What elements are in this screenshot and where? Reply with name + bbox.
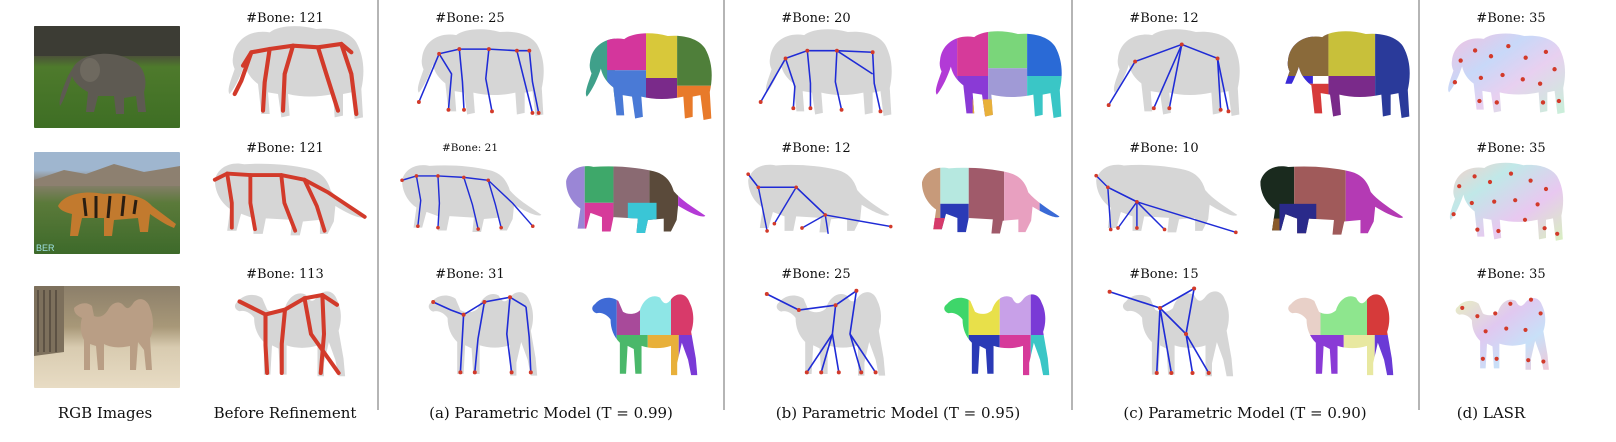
bone-count-label: #Bone: 35 bbox=[1476, 267, 1546, 282]
caption-parametric-c: (c) Parametric Model (T = 0.90) bbox=[1123, 404, 1367, 422]
tiger-lasr bbox=[1449, 162, 1564, 241]
bone-count-label: #Bone: 31 bbox=[435, 267, 505, 282]
bone-count-label: #Bone: 12 bbox=[781, 141, 851, 156]
caption-parametric-b: (b) Parametric Model (T = 0.95) bbox=[775, 404, 1021, 422]
camel-lasr bbox=[1455, 297, 1549, 370]
camel-segmentation-a bbox=[592, 294, 698, 376]
tiger-segmentation-c bbox=[1260, 166, 1404, 235]
tiger-skeleton-10 bbox=[1094, 164, 1238, 235]
caption-rgb-images: RGB Images bbox=[57, 404, 153, 422]
column-before-refinement: #Bone: 121 #Bone: 121 #Bone: 113 bbox=[200, 0, 375, 442]
tiger-skeleton-21 bbox=[400, 165, 542, 232]
bone-count-label: #Bone: 113 bbox=[246, 267, 324, 282]
column-rgb-images: BER RGB Images bbox=[0, 0, 210, 442]
tiger-skeleton-12 bbox=[746, 164, 893, 234]
camel-skeleton-31 bbox=[428, 292, 538, 376]
tiger-mesh-dense-skeleton bbox=[212, 163, 367, 236]
bone-count-label: #Bone: 25 bbox=[435, 11, 505, 26]
bone-count-label: #Bone: 35 bbox=[1476, 141, 1546, 156]
elephant-segmentation-b bbox=[935, 31, 1062, 118]
caption-before-refinement: Before Refinement bbox=[213, 404, 357, 422]
elephant-skeleton-12 bbox=[1106, 29, 1240, 117]
elephant-lasr bbox=[1448, 33, 1566, 114]
bone-count-label: #Bone: 121 bbox=[246, 11, 324, 26]
bone-count-label: #Bone: 35 bbox=[1476, 11, 1546, 26]
bone-count-label: #Bone: 12 bbox=[1129, 11, 1199, 26]
camel-segmentation-c bbox=[1288, 294, 1394, 376]
camel-skeleton-15 bbox=[1107, 286, 1234, 377]
tiger-segmentation-a bbox=[566, 166, 706, 233]
divider-4 bbox=[1418, 0, 1420, 410]
elephant-segmentation-c bbox=[1283, 31, 1410, 118]
column-group-a: #Bone: 25 #Bone: 21 bbox=[380, 0, 722, 442]
elephant-skeleton-20 bbox=[758, 29, 892, 117]
column-lasr: #Bone: 35 #Bone: 35 #Bone: 35 bbox=[1421, 0, 1616, 442]
tiger-segmentation-b bbox=[921, 167, 1060, 234]
bone-count-label: #Bone: 10 bbox=[1129, 141, 1199, 156]
elephant-mesh-dense-skeleton bbox=[228, 26, 364, 120]
bone-count-label: #Bone: 15 bbox=[1129, 267, 1199, 282]
camel-skeleton-25 bbox=[764, 288, 886, 376]
photo-watermark: BER bbox=[36, 243, 55, 253]
camel-mesh-dense-skeleton bbox=[234, 291, 346, 377]
column-group-b: #Bone: 20 #Bone: 12 bbox=[726, 0, 1070, 442]
elephant-photo bbox=[34, 26, 180, 128]
divider-3 bbox=[1071, 0, 1073, 410]
elephant-skeleton-25 bbox=[416, 29, 544, 117]
elephant-segmentation-a bbox=[585, 33, 712, 120]
caption-lasr: (d) LASR bbox=[1456, 404, 1526, 422]
bone-count-label: #Bone: 21 bbox=[441, 142, 499, 154]
bone-count-label: #Bone: 25 bbox=[781, 267, 851, 282]
divider-2 bbox=[723, 0, 725, 410]
camel-segmentation-b bbox=[944, 294, 1050, 376]
camel-photo bbox=[34, 286, 180, 388]
tiger-photo: BER bbox=[34, 152, 180, 254]
caption-parametric-a: (a) Parametric Model (T = 0.99) bbox=[429, 404, 673, 422]
bone-count-label: #Bone: 20 bbox=[781, 11, 851, 26]
bone-count-label: #Bone: 121 bbox=[246, 141, 324, 156]
column-group-c: #Bone: 12 #Bone: 10 bbox=[1074, 0, 1416, 442]
divider-1 bbox=[377, 0, 379, 410]
